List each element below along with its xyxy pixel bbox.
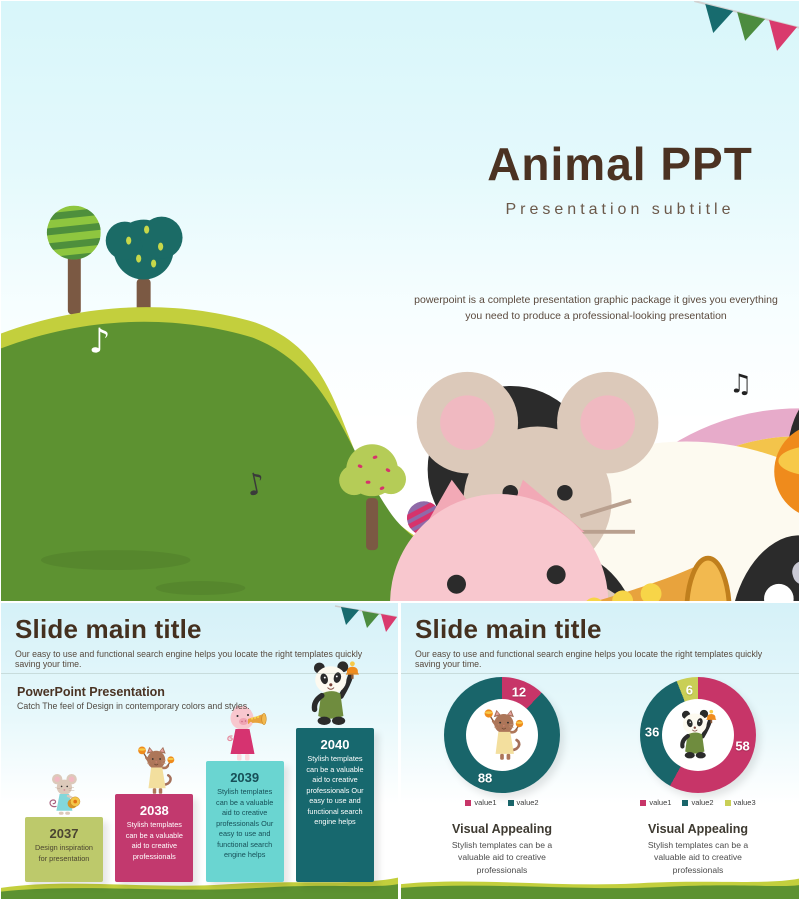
legend-label: value3	[733, 798, 756, 807]
bar-description: Stylish templates can be a valuable aid …	[125, 820, 183, 861]
legend-label: value2	[691, 798, 714, 807]
bar-column-2039: 2039 Stylish templates can be a valuable…	[205, 704, 284, 882]
title-block: Animal PPT Presentation subtitle	[429, 137, 799, 219]
pennant-banner	[694, 1, 799, 51]
slide-header: Slide main title Our easy to use and fun…	[401, 603, 799, 674]
presentation-body-text: powerpoint is a complete presentation gr…	[414, 293, 778, 322]
divider	[401, 673, 799, 674]
legend-item: value1	[465, 798, 497, 807]
grass-ground	[1, 877, 398, 899]
chart-legend: value1 value2 value3	[613, 798, 783, 807]
legend-item: value2	[682, 798, 714, 807]
bar-year-label: 2039	[230, 770, 260, 785]
pig-illustration	[220, 704, 270, 764]
music-note: ♪	[89, 321, 111, 360]
bar-year-label: 2040	[320, 737, 350, 752]
legend-label: value1	[474, 798, 497, 807]
caption-heading: Visual Appealing	[647, 822, 749, 836]
donut-chart-2: 58 36 6 value1 value2 value3 Visual Appealin…	[613, 677, 783, 876]
caption-text: Stylish templates can be a valuable aid …	[647, 840, 749, 875]
donut-chart-1: 12 88 value1 value2 Visual Appealing Styli…	[417, 677, 587, 876]
donut-value-label: 36	[644, 724, 660, 740]
bar-description: Design inspiration for presentation	[34, 843, 93, 863]
caption-heading: Visual Appealing	[451, 822, 553, 836]
divider	[1, 673, 398, 674]
bar-description: Stylish templates can be a valuable aid …	[306, 754, 364, 827]
slide-header: Slide main title Our easy to use and fun…	[1, 603, 398, 674]
legend-swatch	[724, 799, 731, 806]
legend-swatch	[682, 799, 689, 806]
striped-ball-tree	[46, 205, 101, 315]
donut-value-label: 88	[477, 770, 493, 786]
bar-column-2038: 2038 Stylish templates can be a valuable…	[115, 745, 194, 882]
cat-illustration	[133, 745, 176, 797]
bar-year-label: 2037	[49, 826, 79, 841]
legend-swatch	[465, 799, 472, 806]
bar-column-2040: 2040 Stylish templates can be a valuable…	[295, 659, 374, 882]
music-note: ♫	[729, 369, 752, 399]
slide-title: Slide main title	[15, 614, 202, 644]
donut-hole	[466, 699, 538, 771]
section-text: Catch The feel of Design in contemporary…	[17, 701, 250, 711]
pennant-banner	[334, 605, 397, 632]
legend-swatch	[640, 799, 647, 806]
caption-text: Stylish templates can be a valuable aid …	[451, 840, 553, 875]
legend-item: value1	[640, 798, 671, 807]
donut-hole	[662, 699, 734, 771]
section-heading: PowerPoint Presentation	[17, 685, 165, 699]
mouse-illustration	[44, 772, 84, 820]
title-slide-illustration: ♪ ♪ ♪ ♫	[1, 1, 799, 601]
donut-value-label: 6	[685, 682, 693, 698]
slide-subtitle: Our easy to use and functional search en…	[415, 649, 763, 669]
donut-value-label: 58	[735, 738, 750, 754]
panda-illustration	[675, 708, 721, 763]
bar-description: Stylish templates can be a valuable aid …	[216, 787, 274, 860]
bar-column-2037: 2037 Design inspiration for presentation	[25, 772, 103, 882]
presentation-subtitle: Presentation subtitle	[505, 201, 735, 218]
donut-value-label: 12	[511, 684, 527, 700]
bar-2040: 2040 Stylish templates can be a valuable…	[295, 728, 374, 882]
bar-2039: 2039 Stylish templates can be a valuable…	[205, 761, 284, 882]
legend-item: value3	[724, 798, 756, 807]
grass-ground	[401, 878, 799, 899]
legend-label: value2	[516, 798, 539, 807]
cat-illustration	[479, 708, 525, 763]
legend-item: value2	[507, 798, 539, 807]
presentation-title: Animal PPT	[487, 138, 753, 190]
title-slide: ♪ ♪ ♪ ♫ Animal PPT Presentation subtitle	[1, 1, 799, 601]
legend-label: value1	[649, 798, 672, 807]
bar-2038: 2038 Stylish templates can be a valuable…	[115, 794, 194, 882]
grass-hill	[1, 307, 750, 601]
bar-year-label: 2038	[139, 803, 169, 818]
bar-chart: 2037 Design inspiration for presentation…	[1, 659, 398, 882]
donut-chart-slide: Slide main title Our easy to use and fun…	[401, 603, 799, 899]
bar-chart-slide: Slide main title Our easy to use and fun…	[1, 603, 398, 899]
bar-2037: 2037 Design inspiration for presentation	[25, 817, 103, 882]
donut-ring: 12 88	[444, 677, 560, 793]
slide-title: Slide main title	[415, 614, 602, 644]
slide-subtitle: Our easy to use and functional search en…	[15, 649, 363, 669]
donut-ring: 58 36 6	[640, 677, 756, 793]
chart-legend: value1 value2	[417, 798, 587, 807]
legend-swatch	[507, 799, 514, 806]
section-block: PowerPoint Presentation Catch The feel o…	[1, 674, 398, 711]
dotted-tree	[339, 444, 406, 551]
teal-tree	[105, 216, 183, 321]
